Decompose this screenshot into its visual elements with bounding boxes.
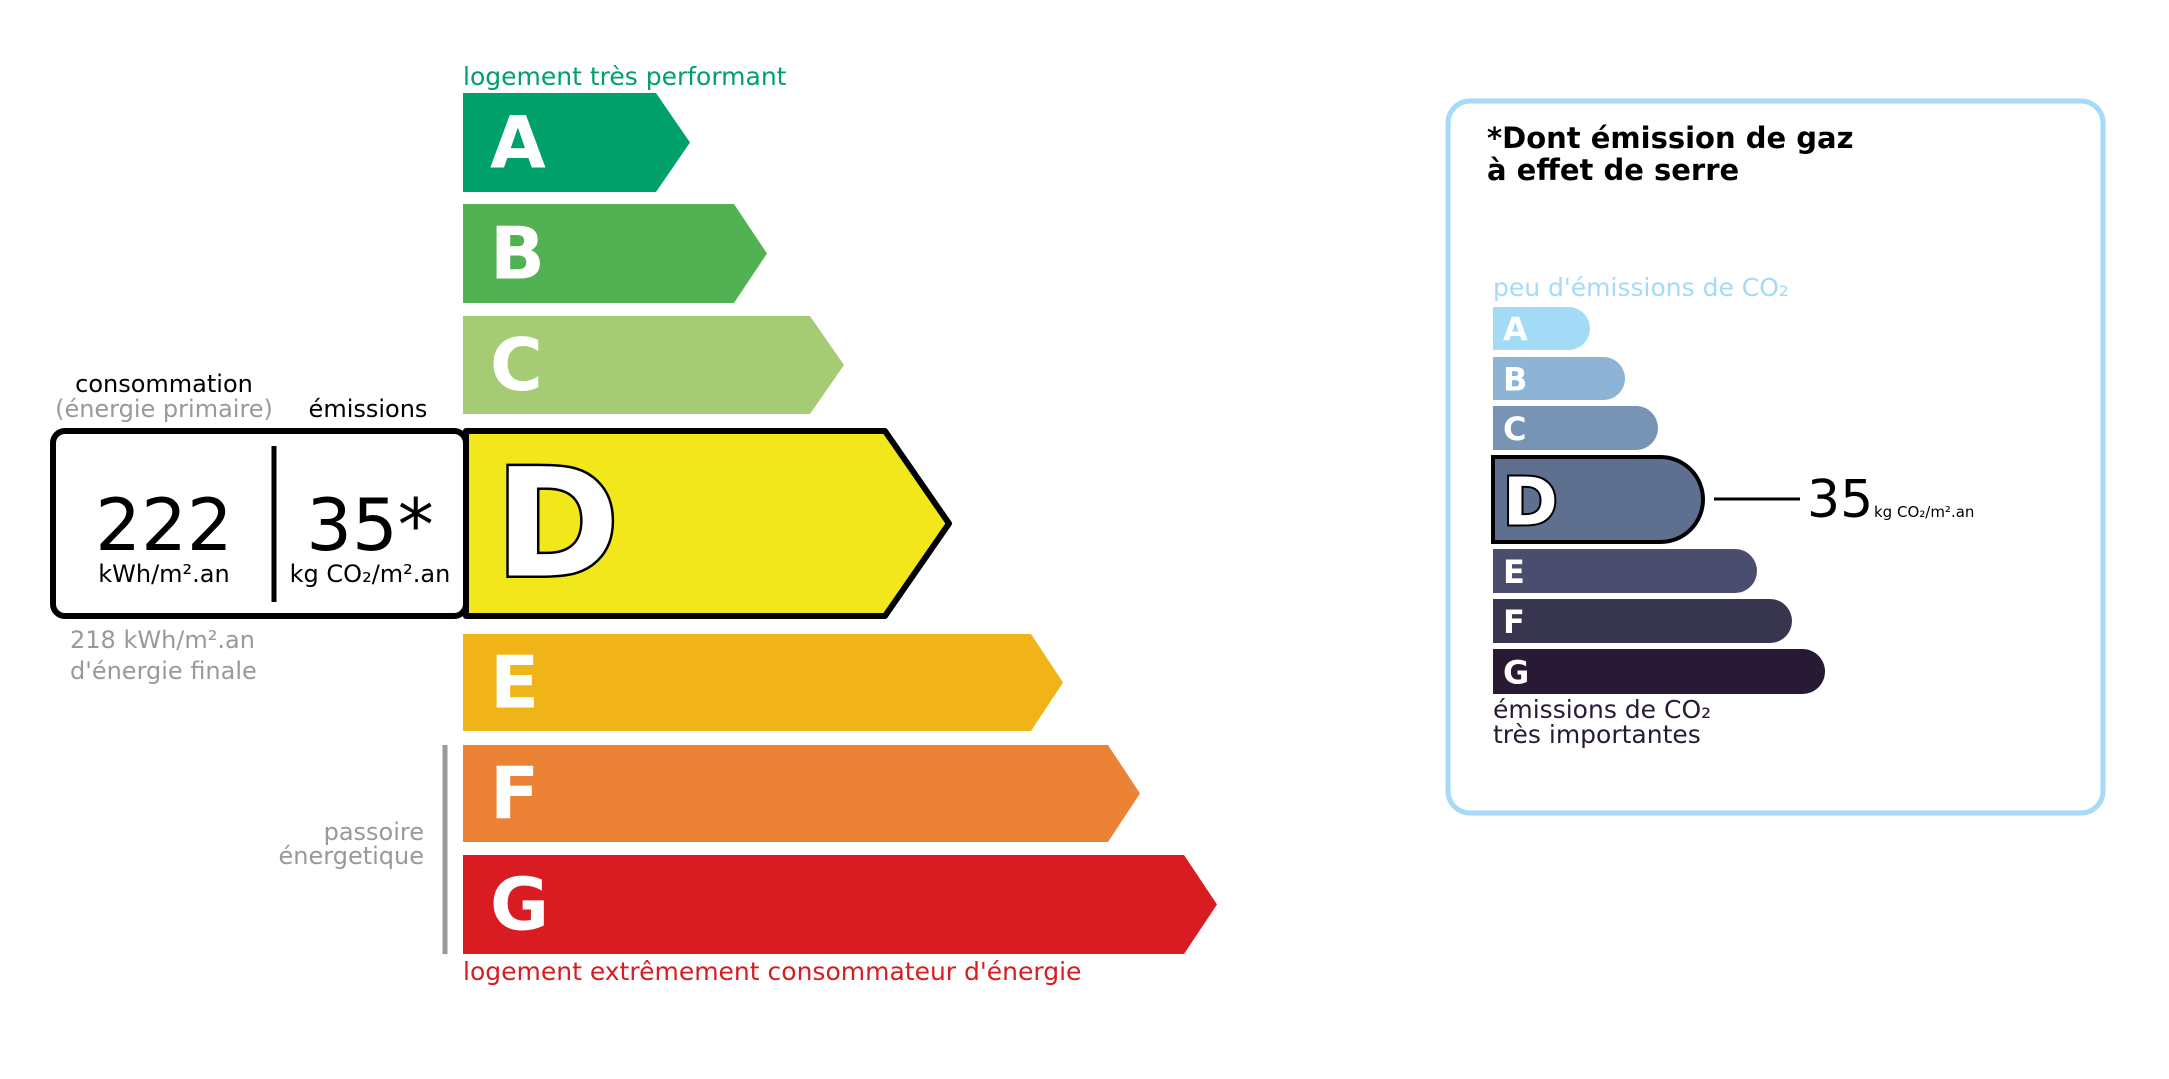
energy-arrow	[463, 316, 844, 414]
ges-letter: G	[1503, 654, 1529, 692]
ges-title-line1: *Dont émission de gaz	[1487, 121, 1853, 155]
consumption-title: consommation	[75, 370, 253, 398]
energy-top-label: logement très performant	[463, 62, 787, 91]
ges-letter: E	[1503, 553, 1525, 591]
energy-class-a: A	[463, 93, 690, 192]
final-energy-value: 218 kWh/m².an	[70, 626, 255, 654]
ges-class-b: B	[1493, 357, 1625, 400]
energy-class-g: G	[463, 855, 1217, 954]
passoire-label-2: énergetique	[279, 842, 424, 870]
emissions-title: émissions	[309, 395, 428, 423]
ges-title-line2: à effet de serre	[1487, 153, 1739, 187]
final-energy-label: d'énergie finale	[70, 657, 257, 685]
energy-class-d: D	[463, 428, 952, 619]
energy-letter: D	[495, 438, 620, 612]
ges-bar	[1493, 599, 1792, 643]
energy-arrow	[463, 93, 690, 192]
energy-letter: G	[490, 863, 549, 947]
consumption-subtitle: (énergie primaire)	[55, 395, 273, 423]
energy-arrow	[463, 855, 1217, 954]
energy-arrow	[463, 745, 1140, 842]
energy-class-f: F	[463, 745, 1140, 842]
ges-top-label: peu d'émissions de CO₂	[1493, 273, 1789, 302]
energy-class-b: B	[463, 204, 767, 303]
energy-letter: F	[490, 752, 539, 836]
energy-arrow	[463, 634, 1063, 731]
ges-class-g: G	[1493, 649, 1826, 694]
ges-letter: D	[1503, 464, 1558, 541]
ges-bar	[1493, 649, 1826, 694]
energy-letter: E	[490, 641, 539, 725]
ges-value: 35	[1807, 470, 1873, 530]
ges-bottom-label-1: émissions de CO₂	[1493, 695, 1711, 724]
consumption-unit: kWh/m².an	[98, 560, 229, 588]
consumption-value: 222	[95, 483, 232, 567]
ges-class-d: D	[1491, 455, 1705, 544]
ges-letter: F	[1503, 603, 1525, 641]
ges-bar	[1493, 549, 1757, 593]
ges-class-f: F	[1493, 599, 1792, 643]
energy-letter: A	[490, 101, 546, 185]
energy-letter: C	[490, 323, 543, 407]
ges-bottom-label-2: très importantes	[1493, 720, 1701, 749]
ges-bar	[1493, 406, 1658, 450]
ges-letter: A	[1503, 311, 1528, 349]
ges-class-a: A	[1493, 307, 1590, 350]
energy-arrow	[463, 204, 767, 303]
emissions-unit: kg CO₂/m².an	[290, 560, 451, 588]
ges-letter: C	[1503, 410, 1526, 448]
energy-letter: B	[490, 212, 545, 296]
value-box	[50, 428, 469, 619]
energy-class-c: C	[463, 316, 844, 414]
ges-class-e: E	[1493, 549, 1757, 593]
energy-class-e: E	[463, 634, 1063, 731]
emissions-value: 35*	[306, 483, 434, 567]
ges-class-c: C	[1493, 406, 1658, 450]
ges-unit: kg CO₂/m².an	[1874, 503, 1974, 521]
ges-bar	[1491, 455, 1705, 544]
passoire-label-1: passoire	[324, 818, 424, 846]
energy-bottom-label: logement extrêmement consommateur d'éner…	[463, 957, 1081, 986]
ges-bar	[1493, 307, 1590, 350]
ges-letter: B	[1503, 361, 1527, 399]
ges-bar	[1493, 357, 1625, 400]
